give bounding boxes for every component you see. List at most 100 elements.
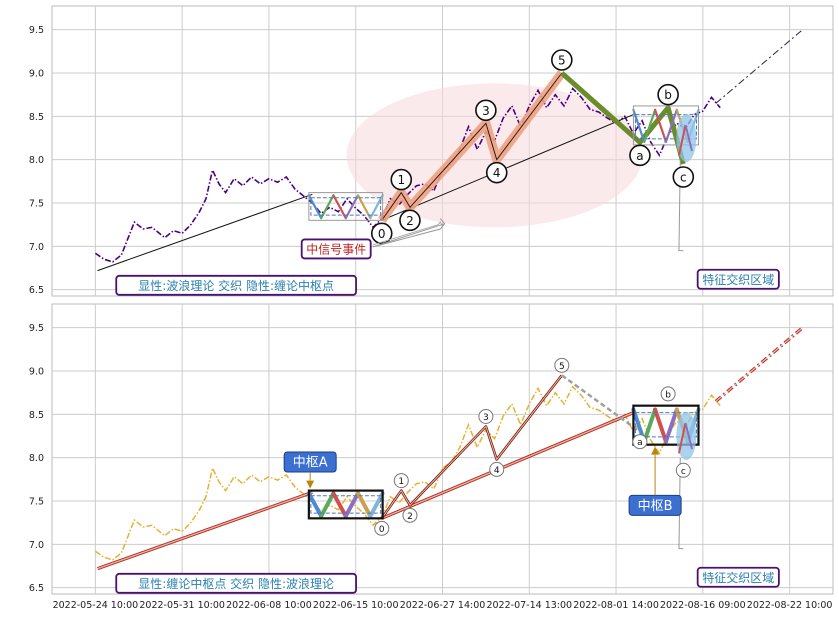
wave-point-label: 5: [558, 54, 566, 68]
wave-point-marker: [485, 161, 508, 184]
trend-line: [97, 491, 313, 570]
y-tick-label: 7.5: [29, 199, 44, 210]
center-segment: [684, 124, 693, 152]
center-segment: [356, 491, 373, 519]
center-segment: [344, 194, 360, 220]
corrective-wave: [561, 374, 641, 433]
center-segment: [331, 491, 348, 519]
wave-point-marker: [672, 166, 695, 188]
wave-point-marker: [374, 520, 390, 536]
y-tick-label: 8.0: [29, 155, 44, 166]
wave-point-label: 2: [407, 512, 413, 522]
y-tick-label: 7.0: [29, 242, 44, 253]
wave-point-marker: [390, 168, 413, 191]
wave-point-marker: [551, 49, 573, 71]
x-tick-label: 2022-08-22 10:00: [747, 600, 833, 611]
callout-line: [678, 457, 684, 550]
annotation-box: [696, 566, 780, 588]
wave-point-marker: [399, 209, 421, 232]
wave-point-label: a: [636, 149, 643, 163]
center-box: [632, 105, 699, 146]
annotation-box: [115, 274, 357, 296]
wave-point-marker: [657, 83, 679, 106]
wave-point-marker: [554, 357, 570, 373]
wave-point-marker: [629, 144, 651, 167]
center-inner-range: [310, 495, 382, 514]
corrective-wave: [560, 71, 686, 165]
annotation-box: [300, 238, 372, 260]
trend-line: [715, 29, 803, 104]
y-tick-label: 6.5: [29, 583, 44, 594]
center-inner-range: [634, 412, 697, 438]
center-segment: [664, 108, 678, 143]
trend-line: [715, 327, 804, 402]
wave-point-marker: [402, 507, 418, 523]
wave-point-label: c: [681, 467, 686, 477]
center-segment: [654, 108, 668, 143]
center-box: [307, 489, 384, 520]
wave-point-marker: [660, 386, 676, 402]
center-segment: [343, 491, 361, 519]
center-segment: [677, 124, 687, 156]
annotation-box: [696, 268, 780, 290]
bottom-panel: 6.5 7.0 7.5 8.0 8.5 9.0 9.5 中枢A 中枢B 0 1 2 3 4 5 a b c 显性:缠…: [29, 303, 834, 611]
trend-line: [97, 193, 313, 272]
callout-line: [678, 159, 684, 252]
annotation-label: 显性:波浪理论 交织 隐性:缠论中枢点: [138, 278, 334, 293]
x-tick-label: 2022-08-16 09:00: [660, 600, 746, 611]
center-inner-range: [634, 114, 697, 140]
wave-point-label: 2: [406, 214, 414, 228]
wave-point-label: 0: [378, 227, 386, 241]
center-segment: [319, 491, 336, 519]
y-tick-label: 6.5: [29, 285, 44, 296]
y-tick-label: 9.0: [29, 367, 44, 378]
wave-point-marker: [675, 462, 691, 478]
wave-point-label: 3: [482, 104, 490, 118]
wave-point-marker: [475, 99, 497, 122]
wave-point-label: b: [664, 88, 672, 102]
center-segment: [332, 194, 347, 220]
annotation-label: 特征交织区域: [702, 272, 774, 287]
wave-point-label: c: [680, 171, 687, 185]
x-tick-label: 2022-06-27 14:00: [400, 600, 486, 611]
wave-point-label: a: [637, 438, 643, 448]
wave-point-marker: [370, 222, 393, 245]
y-tick-label: 9.5: [29, 323, 44, 334]
signal-arrow: [372, 221, 443, 246]
center-segment: [663, 407, 679, 444]
impulse-wave-line: [381, 72, 563, 221]
center-segment: [369, 194, 384, 220]
center-a-label: 中枢A: [293, 456, 328, 471]
x-tick-label: 2022-06-15 10:00: [313, 600, 399, 611]
wave-point-marker: [478, 408, 494, 424]
y-tick-label: 7.0: [29, 540, 44, 551]
wave-point-label: 1: [398, 477, 404, 487]
x-tick-label: 2022-06-08 10:00: [226, 600, 312, 611]
center-segment: [368, 491, 385, 519]
center-segment: [684, 422, 693, 450]
center-box: [308, 192, 384, 221]
y-tick-label: 7.5: [29, 497, 44, 508]
x-tick-label: 2022-07-14 13:00: [486, 600, 572, 611]
y-tick-label: 8.0: [29, 453, 44, 464]
center-segment: [643, 108, 657, 143]
annotation-label: 显性:缠论中枢点 交织 隐性:波浪理论: [138, 576, 334, 591]
wave-point-marker: [489, 461, 505, 477]
center-box: [632, 404, 700, 446]
callout-arrow-head: [651, 446, 660, 455]
center-b-label: 中枢B: [638, 499, 673, 514]
wave-point-label: 5: [559, 362, 565, 372]
wave-point-label: 4: [493, 166, 501, 180]
impulse-wave-line: [381, 374, 563, 519]
x-tick-label: 2022-05-24 10:00: [53, 600, 139, 611]
center-segment: [306, 491, 324, 519]
wave-point-label: 3: [483, 413, 489, 423]
y-tick-label: 9.5: [29, 25, 44, 36]
wave-point-marker: [393, 473, 409, 489]
top-panel: 6.5 7.0 7.5 8.0 8.5 9.0 9.5 0 1 2 3 4 5 a b c 中信号事件显性:波浪…: [29, 5, 834, 297]
center-segment: [320, 194, 335, 220]
wave-point-label: 0: [379, 525, 385, 535]
wave-point-label: b: [665, 390, 671, 400]
